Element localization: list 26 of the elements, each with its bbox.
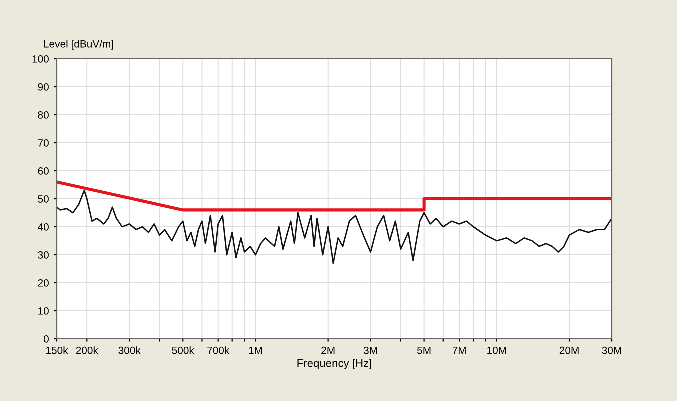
y-tick-label: 0 <box>44 336 49 343</box>
x-tick-label: 30M <box>602 346 622 354</box>
y-tick-label: 50 <box>38 196 49 203</box>
y-tick-label: 60 <box>38 168 49 175</box>
x-tick-label: 3M <box>364 346 378 354</box>
x-tick-label: 2M <box>322 346 335 354</box>
x-tick-label: 150k <box>46 346 68 354</box>
y-tick-label: 10 <box>38 308 49 315</box>
x-tick-label: 5M <box>417 347 431 354</box>
x-tick-label: 200k <box>76 346 98 354</box>
x-tick-label: 7M <box>452 347 466 354</box>
x-tick-label: 500k <box>172 346 194 354</box>
y-tick-label: 20 <box>38 280 49 287</box>
x-tick-label: 700k <box>208 346 230 354</box>
y-tick-label: 30 <box>38 252 49 259</box>
x-tick-label: 10M <box>488 346 506 354</box>
y-tick-label: 40 <box>38 224 49 231</box>
y-axis-title: Level [dBuV/m] <box>44 40 114 50</box>
x-axis-title: Frequency [Hz] <box>298 359 372 370</box>
x-tick-label: 300k <box>118 346 141 354</box>
x-tick-label: 20M <box>560 346 579 354</box>
y-tick-label: 80 <box>38 112 49 119</box>
y-tick-label: 70 <box>38 140 49 147</box>
x-tick-label: 1M <box>249 347 262 354</box>
y-tick-label: 100 <box>32 56 49 63</box>
y-tick-label: 90 <box>38 84 49 91</box>
